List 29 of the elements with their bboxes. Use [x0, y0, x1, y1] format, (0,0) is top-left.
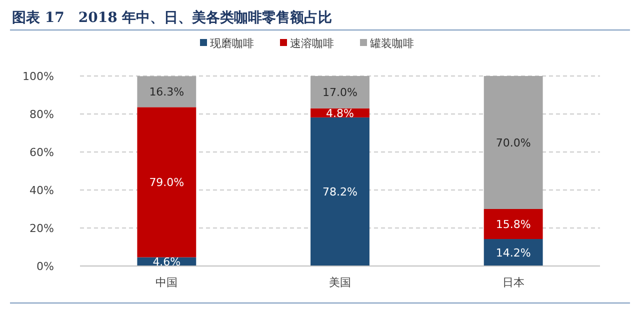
- y-tick-label: 0%: [36, 260, 54, 273]
- x-tick-label: 中国: [156, 276, 178, 289]
- chart-title: 图表 17 2018 年中、日、美各类咖啡零售额占比: [12, 9, 332, 26]
- bar: [484, 239, 543, 266]
- data-label: 14.2%: [496, 246, 531, 260]
- x-tick-label: 美国: [329, 276, 351, 289]
- data-label: 16.3%: [149, 86, 184, 99]
- legend-label: 罐装咖啡: [370, 37, 414, 50]
- x-tick-label: 日本: [502, 276, 524, 289]
- y-tick-label: 80%: [30, 108, 54, 121]
- data-label: 78.2%: [322, 186, 358, 199]
- data-label: 15.8%: [496, 218, 531, 232]
- y-tick-label: 60%: [30, 146, 54, 159]
- data-label: 70.0%: [496, 136, 531, 150]
- data-label: 4.8%: [326, 106, 354, 120]
- data-label: 79.0%: [149, 176, 184, 190]
- y-tick-label: 20%: [30, 222, 54, 235]
- data-label: 17.0%: [322, 86, 358, 100]
- y-tick-label: 100%: [22, 70, 54, 83]
- bar: [310, 117, 370, 266]
- bar: [310, 76, 370, 108]
- bar: [484, 76, 543, 209]
- bar: [137, 76, 196, 108]
- data-label: 4.6%: [152, 256, 181, 269]
- y-tick-label: 40%: [30, 184, 54, 197]
- legend-label: 速溶咖啡: [290, 37, 334, 50]
- bar: [137, 107, 196, 258]
- bar: [484, 209, 543, 240]
- legend-label: 现磨咖啡: [210, 37, 254, 50]
